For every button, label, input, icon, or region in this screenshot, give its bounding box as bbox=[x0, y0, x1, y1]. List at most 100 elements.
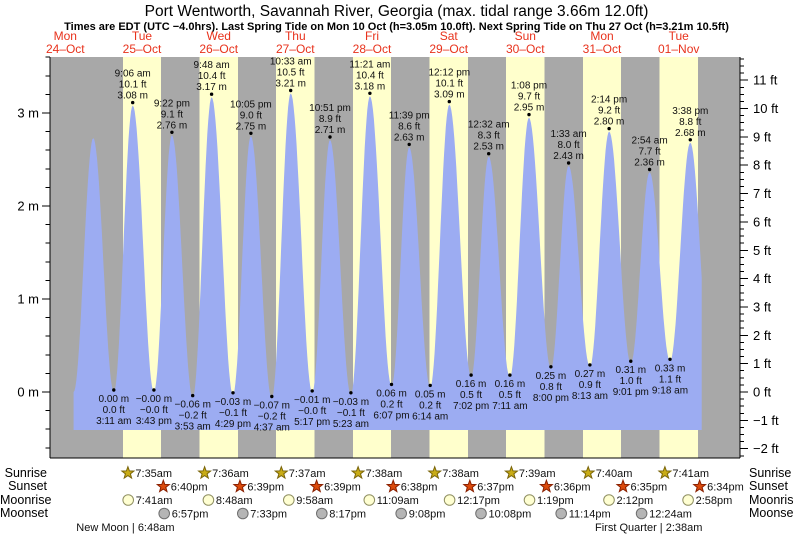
sunrise-time: 7:40am bbox=[596, 468, 633, 480]
almanac-label-moonset-left: Moonset bbox=[0, 506, 48, 520]
tide-point-dot bbox=[349, 391, 353, 395]
low-tide-annotation: −0.06 m −0.2 ft 3:53 am bbox=[174, 400, 210, 433]
right-axis-tick-label: 4 ft bbox=[753, 271, 771, 286]
sunrise-time: 7:37am bbox=[289, 468, 326, 480]
high-tide-annotation: 9:22 pm 9.1 ft 2.76 m bbox=[154, 98, 190, 131]
day-label-date: 25–Oct bbox=[123, 42, 162, 56]
right-axis-tick-label: −1 ft bbox=[753, 413, 779, 428]
tide-point-dot bbox=[191, 393, 195, 398]
sunset-star-icon bbox=[385, 478, 401, 493]
moonrise-time: 2:58pm bbox=[696, 495, 733, 507]
sunrise-time: 7:36am bbox=[212, 468, 249, 480]
tide-point-dot bbox=[389, 382, 394, 387]
sunrise-time: 7:35am bbox=[135, 468, 172, 480]
sunrise-time: 7:39am bbox=[519, 468, 556, 480]
day-label-name: Sun bbox=[515, 29, 536, 43]
moonset-circle-icon bbox=[237, 507, 249, 520]
day-label-date: 31–Oct bbox=[583, 42, 622, 56]
high-tide-annotation: 10:33 am 10.5 ft 3.21 m bbox=[270, 57, 312, 90]
right-axis-tick-label: 5 ft bbox=[753, 243, 771, 258]
low-tide-annotation: −0.00 m −0.0 ft 3:43 pm bbox=[136, 394, 172, 427]
high-tide-annotation: 10:05 pm 9.0 ft 2.75 m bbox=[230, 99, 272, 132]
right-axis-tick-label: 1 ft bbox=[753, 356, 771, 371]
day-label-date: 26–Oct bbox=[199, 42, 238, 56]
high-tide-annotation: 12:12 pm 10.1 ft 3.09 m bbox=[428, 68, 470, 101]
chart-subtitle: Times are EDT (UTC −4.0hrs). Last Spring… bbox=[64, 21, 729, 33]
right-axis-tick-label: 8 ft bbox=[753, 158, 771, 173]
sunrise-star-icon bbox=[580, 465, 596, 480]
day-label-date: 30–Oct bbox=[506, 42, 545, 56]
day-labels: Mon24–OctTue25–OctWed26–OctThu27–OctFri2… bbox=[46, 29, 699, 56]
axes bbox=[42, 56, 748, 459]
high-tide-annotation: 3:38 pm 8.8 ft 2.68 m bbox=[672, 106, 708, 139]
sunset-star-icon bbox=[309, 478, 324, 493]
sunset-time: 6:39pm bbox=[324, 482, 361, 494]
moonset-circle-icon bbox=[475, 507, 487, 520]
moonrise-time: 1:19pm bbox=[537, 495, 574, 507]
tide-point-dot bbox=[629, 359, 633, 363]
sunrise-star-icon bbox=[350, 465, 366, 480]
moonset-circle-icon bbox=[316, 507, 328, 520]
sunset-time: 6:37pm bbox=[477, 482, 514, 494]
moonset-time: 8:17pm bbox=[329, 509, 366, 521]
left-axis-tick-label: 0 m bbox=[17, 385, 39, 400]
sunrise-star-icon bbox=[427, 465, 443, 480]
day-label-date: 28–Oct bbox=[353, 42, 392, 56]
moonrise-circle-icon bbox=[523, 494, 536, 506]
moonrise-time: 2:12pm bbox=[617, 495, 654, 507]
almanac-label-sunrise-left: Sunrise bbox=[4, 466, 47, 480]
almanac-label-sunset-left: Sunset bbox=[8, 479, 47, 493]
moonset-circle-icon bbox=[395, 507, 408, 520]
moon-phase-label: First Quarter | 2:38am bbox=[595, 522, 702, 534]
tide-point-dot bbox=[668, 357, 672, 361]
low-tide-annotation: −0.03 m −0.1 ft 5:23 am bbox=[333, 397, 369, 430]
day-label-name: Sat bbox=[440, 29, 459, 43]
sunset-star-icon bbox=[155, 478, 171, 493]
right-axis-tick-label: 10 ft bbox=[753, 101, 779, 116]
moonrise-circle-icon bbox=[363, 494, 376, 506]
low-tide-annotation: −0.03 m −0.1 ft 4:29 pm bbox=[215, 397, 251, 430]
moonrise-circle-icon bbox=[202, 494, 215, 506]
low-tide-annotation: 0.06 m 0.2 ft 6:07 pm bbox=[373, 388, 409, 421]
left-axis-tick-label: 3 m bbox=[17, 106, 39, 121]
low-tide-annotation: 0.16 m 0.5 ft 7:02 pm bbox=[453, 379, 489, 412]
sunrise-time: 7:38am bbox=[442, 468, 479, 480]
high-tide-annotation: 2:54 am 7.7 ft 2.36 m bbox=[632, 136, 668, 169]
moonrise-time: 8:48am bbox=[216, 495, 253, 507]
sunset-star-icon bbox=[462, 478, 478, 493]
tide-point-dot bbox=[588, 363, 592, 367]
page-title: Port Wentworth, Savannah River, Georgia … bbox=[144, 3, 649, 20]
day-label-name: Tue bbox=[669, 29, 690, 43]
sunrise-time: 7:38am bbox=[366, 468, 403, 480]
sunset-time: 6:40pm bbox=[171, 482, 208, 494]
sunrise-star-icon bbox=[503, 465, 519, 480]
right-axis-tick-label: 11 ft bbox=[753, 73, 778, 88]
sunset-time: 6:36pm bbox=[554, 482, 591, 494]
sunrise-star-icon bbox=[273, 465, 289, 480]
almanac-rows: 7:35am 7:36am 7:37am 7:38am 7:38am 7:39am 7:40… bbox=[76, 465, 744, 534]
tide-point-dot bbox=[270, 394, 274, 399]
moonset-time: 11:14pm bbox=[569, 509, 611, 521]
high-tide-annotation: 2:14 pm 9.2 ft 2.80 m bbox=[591, 95, 627, 128]
sunset-time: 6:34pm bbox=[707, 482, 744, 494]
low-tide-annotation: −0.07 m −0.2 ft 4:37 am bbox=[254, 401, 290, 434]
tide-point-dot bbox=[566, 161, 571, 165]
right-axis-tick-label: 0 ft bbox=[753, 385, 771, 400]
tide-point-dot bbox=[647, 167, 652, 172]
tide-annotations: 0.00 m 0.0 ft 3:11 am 9:06 am 10.1 ft 3.08 m −… bbox=[96, 57, 708, 434]
moonrise-time: 12:17pm bbox=[457, 495, 500, 507]
sunrise-star-icon bbox=[120, 465, 136, 480]
moonset-time: 9:08pm bbox=[409, 509, 446, 521]
moonset-time: 10:08pm bbox=[489, 509, 532, 521]
sunset-time: 6:39pm bbox=[247, 482, 284, 494]
low-tide-annotation: 0.33 m 1.1 ft 9:18 am bbox=[652, 363, 688, 396]
moonset-time: 6:57pm bbox=[172, 509, 209, 521]
moonset-circle-icon bbox=[158, 507, 170, 520]
day-label-name: Wed bbox=[206, 29, 230, 43]
day-label-name: Fri bbox=[365, 29, 379, 43]
sunrise-time: 7:41am bbox=[672, 468, 709, 480]
high-tide-annotation: 10:51 pm 8.9 ft 2.71 m bbox=[309, 103, 351, 136]
sunrise-star-icon bbox=[657, 465, 673, 480]
almanac-label-moonrise-right: Moonrise bbox=[749, 493, 793, 507]
tide-area bbox=[73, 93, 702, 430]
